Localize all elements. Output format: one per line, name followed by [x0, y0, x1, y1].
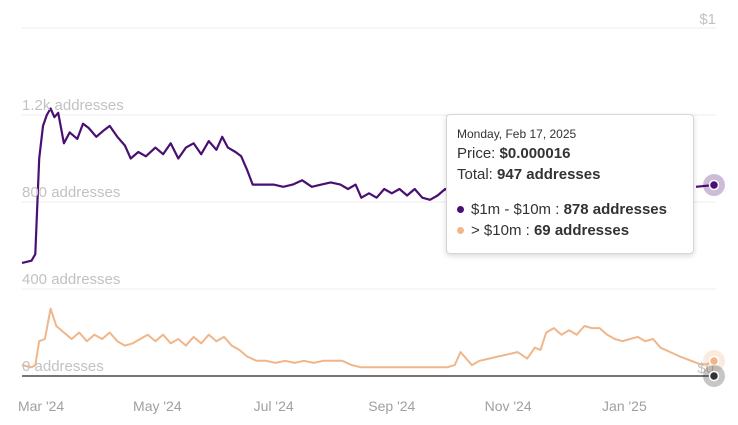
y-tick-label: 800 addresses — [22, 184, 120, 201]
tooltip-total: Total: 947 addresses — [457, 166, 683, 183]
tooltip-series-value: 69 addresses — [533, 222, 630, 239]
tooltip-series-10m-plus: > $10m : 69 addresses — [457, 222, 683, 239]
tooltip-price-value: $0.000016 — [499, 145, 571, 162]
tooltip-total-label: Total: — [457, 166, 493, 183]
y-tick-label: 400 addresses — [22, 271, 120, 288]
y-tick-label: 0 addresses — [22, 358, 104, 375]
tooltip-price-label: Price: — [457, 145, 496, 162]
x-tick-label: Nov '24 — [485, 398, 532, 414]
tooltip-date: Monday, Feb 17, 2025 — [457, 127, 577, 141]
marker-dot — [708, 179, 720, 191]
marker-dot — [708, 370, 720, 382]
x-tick-label: Sep '24 — [368, 398, 415, 414]
tooltip-series-label: $1m - $10m — [471, 201, 552, 218]
x-tick-label: Jul '24 — [254, 398, 294, 414]
tooltip-price: Price: $0.000016 — [457, 145, 683, 162]
tooltip-series-label: > $10m — [471, 222, 522, 239]
tooltip-total-value: 947 addresses — [497, 166, 601, 183]
marker-dot — [708, 355, 720, 367]
price-tick-label: $1 — [699, 11, 716, 28]
series-dot-icon — [457, 206, 464, 213]
y-axis-labels: 0 addresses 400 addresses 800 addresses 1.2… — [22, 97, 124, 375]
tooltip: Monday, Feb 17, 2025 Price: $0.000016 To… — [446, 114, 694, 254]
x-axis-labels: Mar '24 May '24 Jul '24 Sep '24 Nov '24 Jan '… — [18, 398, 647, 414]
series-line-10m-plus[interactable] — [21, 307, 715, 369]
x-tick-label: Mar '24 — [18, 398, 64, 414]
tooltip-series-value: 878 addresses — [563, 201, 667, 218]
series-dot-icon — [457, 227, 464, 234]
x-tick-label: Jan '25 — [602, 398, 647, 414]
x-tick-label: May '24 — [133, 398, 182, 414]
price-tick-label: $0 — [697, 360, 714, 377]
price-axis-labels: $1 $0 — [697, 11, 716, 377]
hover-markers — [703, 174, 725, 387]
series-line-1m-10m[interactable] — [21, 107, 464, 264]
tooltip-series-1m-10m: $1m - $10m : 878 addresses — [457, 201, 683, 218]
y-tick-label: 1.2k addresses — [22, 97, 124, 114]
